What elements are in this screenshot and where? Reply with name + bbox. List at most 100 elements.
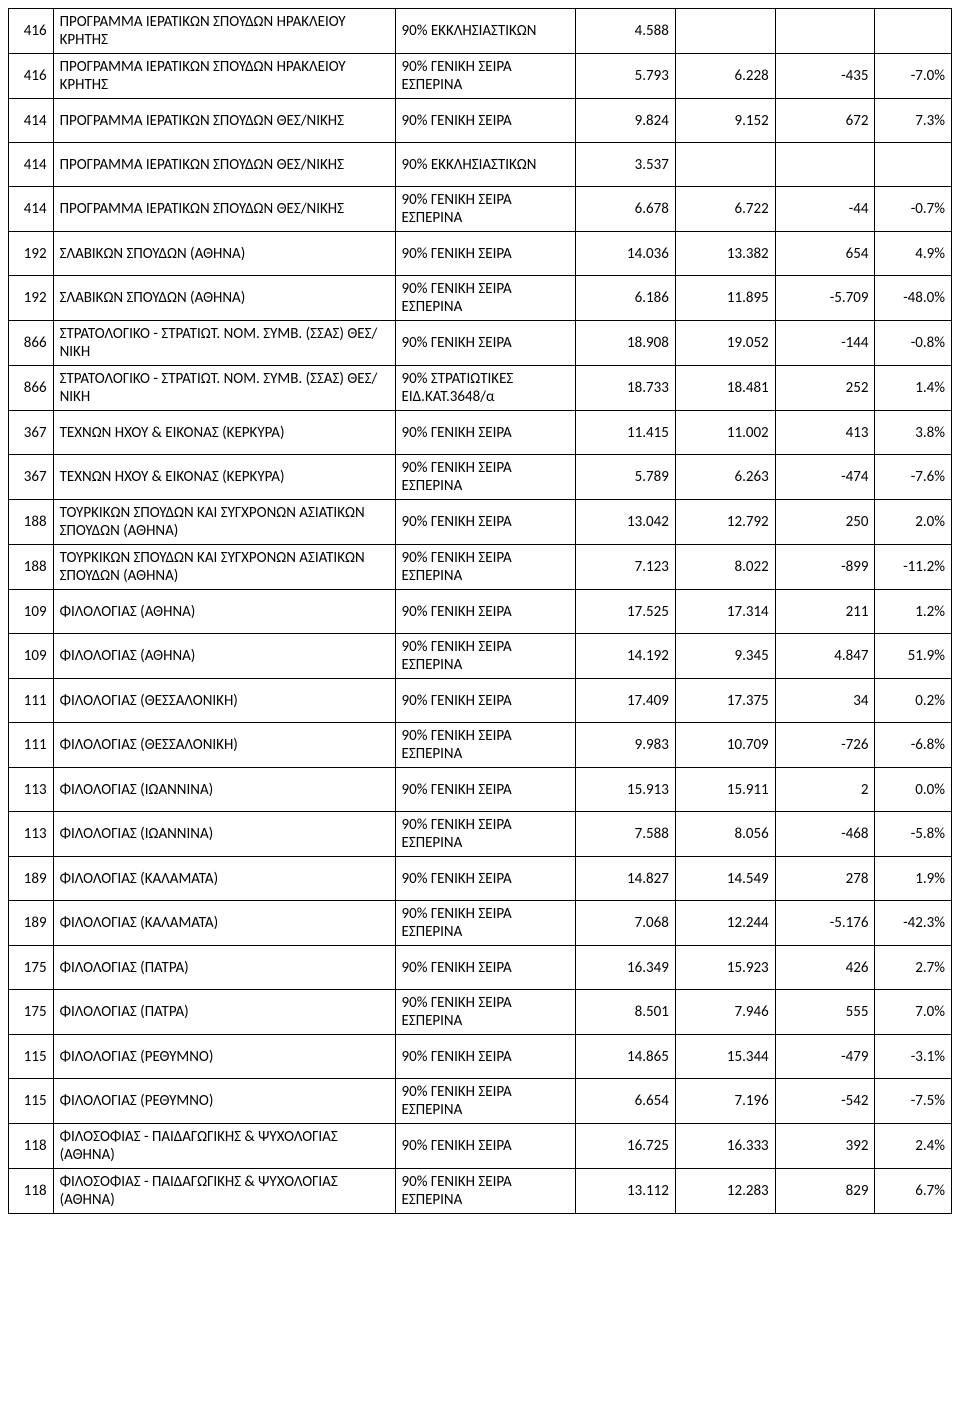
cell-v1: 7.068 (576, 901, 676, 946)
cell-v2: 6.263 (675, 455, 775, 500)
cell-diff: -5.709 (775, 276, 875, 321)
table-row: 189ΦΙΛΟΛΟΓΙΑΣ (ΚΑΛΑΜΑΤΑ)90% ΓΕΝΙΚΗ ΣΕΙΡΑ… (9, 857, 952, 901)
table-row: 175ΦΙΛΟΛΟΓΙΑΣ (ΠΑΤΡΑ)90% ΓΕΝΙΚΗ ΣΕΙΡΑ16.… (9, 946, 952, 990)
table-row: 192ΣΛΑΒΙΚΩΝ ΣΠΟΥΔΩΝ (ΑΘΗΝΑ)90% ΓΕΝΙΚΗ ΣΕ… (9, 276, 952, 321)
table-row: 111ΦΙΛΟΛΟΓΙΑΣ (ΘΕΣΣΑΛΟΝΙΚΗ)90% ΓΕΝΙΚΗ ΣΕ… (9, 679, 952, 723)
cell-v1: 6.678 (576, 187, 676, 232)
cell-code: 414 (9, 99, 54, 143)
table-row: 109ΦΙΛΟΛΟΓΙΑΣ (ΑΘΗΝΑ)90% ΓΕΝΙΚΗ ΣΕΙΡΑ17.… (9, 590, 952, 634)
cell-v1: 5.793 (576, 54, 676, 99)
cell-v2: 12.283 (675, 1169, 775, 1214)
cell-v2: 14.549 (675, 857, 775, 901)
table-body: 416ΠΡΟΓΡΑΜΜΑ ΙΕΡΑΤΙΚΩΝ ΣΠΟΥΔΩΝ ΗΡΑΚΛΕΙΟΥ… (9, 9, 952, 1214)
cell-v2: 11.002 (675, 411, 775, 455)
table-row: 866ΣΤΡΑΤΟΛΟΓΙΚΟ - ΣΤΡΑΤΙΩΤ. ΝΟΜ. ΣΥΜΒ. (… (9, 366, 952, 411)
cell-v2: 12.792 (675, 500, 775, 545)
cell-diff: 413 (775, 411, 875, 455)
cell-diff: -474 (775, 455, 875, 500)
table-row: 416ΠΡΟΓΡΑΜΜΑ ΙΕΡΑΤΙΚΩΝ ΣΠΟΥΔΩΝ ΗΡΑΚΛΕΙΟΥ… (9, 54, 952, 99)
cell-code: 414 (9, 143, 54, 187)
cell-v2: 6.228 (675, 54, 775, 99)
cell-v1: 15.913 (576, 768, 676, 812)
cell-pct: 6.7% (875, 1169, 952, 1214)
cell-diff: 278 (775, 857, 875, 901)
table-row: 113ΦΙΛΟΛΟΓΙΑΣ (ΙΩΑΝΝΙΝΑ)90% ΓΕΝΙΚΗ ΣΕΙΡΑ… (9, 812, 952, 857)
cell-v1: 17.525 (576, 590, 676, 634)
cell-pct: 51.9% (875, 634, 952, 679)
cell-name: ΤΕΧΝΩΝ ΗΧΟΥ & ΕΙΚΟΝΑΣ (ΚΕΡΚΥΡΑ) (53, 411, 395, 455)
table-row: 115ΦΙΛΟΛΟΓΙΑΣ (ΡΕΘΥΜΝΟ)90% ΓΕΝΙΚΗ ΣΕΙΡΑ1… (9, 1035, 952, 1079)
cell-v2: 12.244 (675, 901, 775, 946)
cell-category: 90% ΓΕΝΙΚΗ ΣΕΙΡΑ (395, 1124, 576, 1169)
cell-code: 189 (9, 857, 54, 901)
cell-diff: -899 (775, 545, 875, 590)
table-row: 866ΣΤΡΑΤΟΛΟΓΙΚΟ - ΣΤΡΑΤΙΩΤ. ΝΟΜ. ΣΥΜΒ. (… (9, 321, 952, 366)
cell-pct: -0.8% (875, 321, 952, 366)
table-row: 189ΦΙΛΟΛΟΓΙΑΣ (ΚΑΛΑΜΑΤΑ)90% ΓΕΝΙΚΗ ΣΕΙΡΑ… (9, 901, 952, 946)
cell-category: 90% ΓΕΝΙΚΗ ΣΕΙΡΑ (395, 99, 576, 143)
cell-category: 90% ΓΕΝΙΚΗ ΣΕΙΡΑ (395, 500, 576, 545)
cell-category: 90% ΓΕΝΙΚΗ ΣΕΙΡΑ (395, 321, 576, 366)
cell-pct: 0.0% (875, 768, 952, 812)
cell-category: 90% ΕΚΚΛΗΣΙΑΣΤΙΚΩΝ (395, 9, 576, 54)
cell-v2: 11.895 (675, 276, 775, 321)
cell-pct: -5.8% (875, 812, 952, 857)
cell-category: 90% ΓΕΝΙΚΗ ΣΕΙΡΑ ΕΣΠΕΡΙΝΑ (395, 723, 576, 768)
cell-code: 367 (9, 411, 54, 455)
cell-category: 90% ΓΕΝΙΚΗ ΣΕΙΡΑ (395, 232, 576, 276)
cell-name: ΠΡΟΓΡΑΜΜΑ ΙΕΡΑΤΙΚΩΝ ΣΠΟΥΔΩΝ ΘΕΣ/ΝΙΚΗΣ (53, 99, 395, 143)
cell-diff: -479 (775, 1035, 875, 1079)
cell-v2: 13.382 (675, 232, 775, 276)
cell-pct: -3.1% (875, 1035, 952, 1079)
table-row: 188ΤΟΥΡΚΙΚΩΝ ΣΠΟΥΔΩΝ ΚΑΙ ΣΥΓΧΡΟΝΩΝ ΑΣΙΑΤ… (9, 545, 952, 590)
cell-category: 90% ΓΕΝΙΚΗ ΣΕΙΡΑ (395, 768, 576, 812)
cell-code: 175 (9, 990, 54, 1035)
cell-v1: 13.042 (576, 500, 676, 545)
cell-name: ΦΙΛΟΛΟΓΙΑΣ (ΘΕΣΣΑΛΟΝΙΚΗ) (53, 679, 395, 723)
cell-diff: -726 (775, 723, 875, 768)
cell-category: 90% ΣΤΡΑΤΙΩΤΙΚΕΣ ΕΙΔ.ΚΑΤ.3648/α (395, 366, 576, 411)
cell-name: ΦΙΛΟΛΟΓΙΑΣ (ΡΕΘΥΜΝΟ) (53, 1035, 395, 1079)
cell-code: 115 (9, 1035, 54, 1079)
cell-name: ΤΕΧΝΩΝ ΗΧΟΥ & ΕΙΚΟΝΑΣ (ΚΕΡΚΥΡΑ) (53, 455, 395, 500)
cell-v1: 16.725 (576, 1124, 676, 1169)
cell-name: ΦΙΛΟΣΟΦΙΑΣ - ΠΑΙΔΑΓΩΓΙΚΗΣ & ΨΥΧΟΛΟΓΙΑΣ (… (53, 1124, 395, 1169)
cell-code: 109 (9, 590, 54, 634)
cell-name: ΠΡΟΓΡΑΜΜΑ ΙΕΡΑΤΙΚΩΝ ΣΠΟΥΔΩΝ ΗΡΑΚΛΕΙΟΥ ΚΡ… (53, 9, 395, 54)
cell-category: 90% ΓΕΝΙΚΗ ΣΕΙΡΑ (395, 411, 576, 455)
cell-category: 90% ΓΕΝΙΚΗ ΣΕΙΡΑ ΕΣΠΕΡΙΝΑ (395, 54, 576, 99)
cell-v1: 4.588 (576, 9, 676, 54)
cell-diff (775, 143, 875, 187)
cell-v2: 15.911 (675, 768, 775, 812)
cell-v1: 14.192 (576, 634, 676, 679)
cell-name: ΣΛΑΒΙΚΩΝ ΣΠΟΥΔΩΝ (ΑΘΗΝΑ) (53, 232, 395, 276)
cell-diff: 250 (775, 500, 875, 545)
cell-pct: -7.5% (875, 1079, 952, 1124)
cell-code: 866 (9, 321, 54, 366)
cell-diff: 426 (775, 946, 875, 990)
cell-pct: 3.8% (875, 411, 952, 455)
cell-v1: 6.654 (576, 1079, 676, 1124)
cell-diff: 392 (775, 1124, 875, 1169)
cell-v2: 7.946 (675, 990, 775, 1035)
cell-name: ΦΙΛΟΛΟΓΙΑΣ (ΘΕΣΣΑΛΟΝΙΚΗ) (53, 723, 395, 768)
cell-pct: 1.2% (875, 590, 952, 634)
cell-v1: 5.789 (576, 455, 676, 500)
cell-code: 416 (9, 54, 54, 99)
cell-name: ΦΙΛΟΛΟΓΙΑΣ (ΠΑΤΡΑ) (53, 946, 395, 990)
cell-code: 113 (9, 812, 54, 857)
cell-category: 90% ΓΕΝΙΚΗ ΣΕΙΡΑ ΕΣΠΕΡΙΝΑ (395, 901, 576, 946)
cell-diff: 555 (775, 990, 875, 1035)
table-row: 115ΦΙΛΟΛΟΓΙΑΣ (ΡΕΘΥΜΝΟ)90% ΓΕΝΙΚΗ ΣΕΙΡΑ … (9, 1079, 952, 1124)
cell-name: ΦΙΛΟΛΟΓΙΑΣ (ΚΑΛΑΜΑΤΑ) (53, 901, 395, 946)
cell-v1: 7.588 (576, 812, 676, 857)
cell-v1: 18.908 (576, 321, 676, 366)
cell-category: 90% ΓΕΝΙΚΗ ΣΕΙΡΑ ΕΣΠΕΡΙΝΑ (395, 455, 576, 500)
cell-category: 90% ΕΚΚΛΗΣΙΑΣΤΙΚΩΝ (395, 143, 576, 187)
cell-pct (875, 143, 952, 187)
cell-v2: 18.481 (675, 366, 775, 411)
cell-v1: 3.537 (576, 143, 676, 187)
cell-name: ΦΙΛΟΛΟΓΙΑΣ (ΑΘΗΝΑ) (53, 590, 395, 634)
cell-name: ΠΡΟΓΡΑΜΜΑ ΙΕΡΑΤΙΚΩΝ ΣΠΟΥΔΩΝ ΗΡΑΚΛΕΙΟΥ ΚΡ… (53, 54, 395, 99)
cell-code: 866 (9, 366, 54, 411)
